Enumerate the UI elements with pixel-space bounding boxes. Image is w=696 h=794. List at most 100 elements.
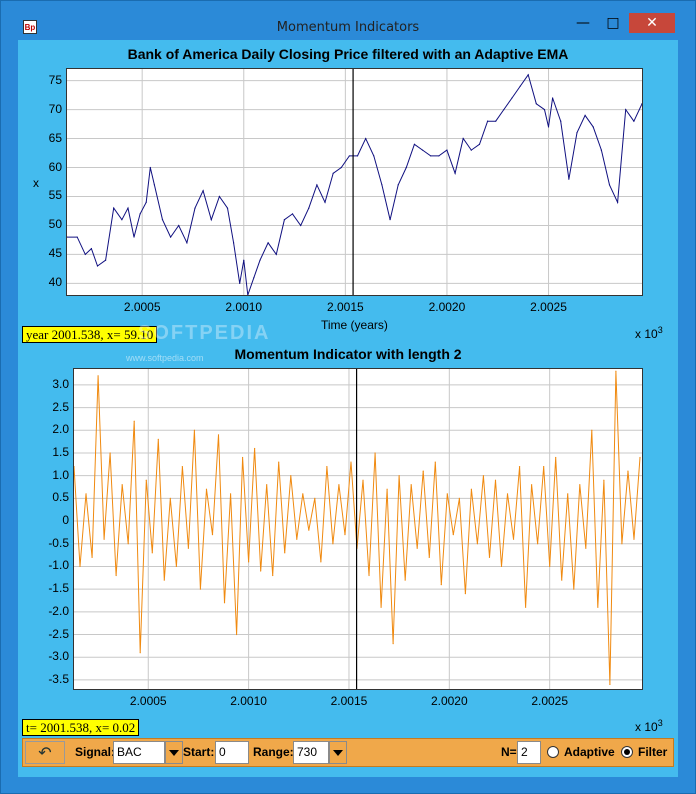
data-point xyxy=(217,434,220,436)
data-point xyxy=(494,479,497,481)
top-chart-ylabel: x xyxy=(33,176,39,190)
y-tick-label: 65 xyxy=(48,130,62,145)
data-point xyxy=(389,219,391,221)
data-point xyxy=(241,456,244,459)
n-label: N= xyxy=(501,745,517,759)
top-chart-title: Bank of America Daily Closing Price filt… xyxy=(127,46,569,62)
data-point xyxy=(302,493,304,495)
data-point xyxy=(139,652,141,654)
data-point xyxy=(115,574,117,577)
app-icon[interactable]: Bp xyxy=(23,20,37,34)
data-point xyxy=(205,488,208,490)
n-input[interactable]: 2 xyxy=(517,741,541,764)
range-label: Range: xyxy=(253,745,294,759)
x-tick-label: 2.0005 xyxy=(123,300,161,314)
client-area: Bank of America Daily Closing Price filt… xyxy=(18,40,678,777)
data-point xyxy=(568,178,570,180)
data-point xyxy=(579,484,581,486)
data-point xyxy=(488,556,491,558)
data-point xyxy=(362,479,364,481)
data-point xyxy=(416,547,418,549)
data-point xyxy=(410,484,412,486)
data-point xyxy=(290,475,292,477)
data-point xyxy=(470,149,472,151)
data-point xyxy=(239,282,241,285)
data-point xyxy=(149,166,151,169)
adaptive-radio[interactable] xyxy=(547,746,559,758)
data-point xyxy=(193,429,196,431)
data-point xyxy=(344,534,346,536)
data-point xyxy=(350,461,352,463)
y-tick-label: -0.5 xyxy=(48,535,69,550)
data-point xyxy=(478,143,481,145)
undo-button[interactable]: ↶ xyxy=(25,741,65,764)
data-point xyxy=(549,565,551,568)
data-point xyxy=(524,606,527,608)
data-point xyxy=(139,213,141,215)
data-point xyxy=(314,497,316,499)
data-point xyxy=(85,493,87,495)
y-tick-label: 75 xyxy=(48,72,62,87)
data-point xyxy=(267,242,269,244)
data-point xyxy=(543,108,546,111)
data-point xyxy=(374,452,376,454)
range-dropdown-arrow-icon[interactable] xyxy=(329,741,347,764)
data-point xyxy=(73,465,75,468)
adaptive-label: Adaptive xyxy=(564,745,615,759)
data-point xyxy=(175,565,177,568)
data-point xyxy=(79,565,81,568)
data-point xyxy=(91,556,93,558)
signal-label: Signal: xyxy=(75,745,116,759)
data-point xyxy=(404,579,406,581)
data-point xyxy=(260,570,262,572)
data-point xyxy=(365,137,367,140)
signal-select[interactable]: BAC xyxy=(113,741,165,764)
x-tick-label: 2.0025 xyxy=(530,300,567,314)
minimize-icon[interactable]: — xyxy=(576,15,590,31)
filter-radio[interactable] xyxy=(621,746,633,758)
data-point xyxy=(421,149,424,151)
data-point xyxy=(254,447,256,450)
data-point xyxy=(422,470,424,472)
data-point xyxy=(592,126,594,128)
data-point xyxy=(454,172,456,174)
data-point xyxy=(266,484,268,486)
title-bar[interactable]: Bp Momentum Indicators — □ ✕ xyxy=(1,1,695,35)
data-point xyxy=(535,103,537,105)
data-point xyxy=(573,588,575,590)
top-chart-plot[interactable] xyxy=(66,68,643,296)
range-select[interactable]: 730 xyxy=(293,741,329,764)
start-input[interactable]: 0 xyxy=(215,741,249,764)
data-point xyxy=(113,207,115,209)
close-icon[interactable]: ✕ xyxy=(629,13,675,33)
data-point xyxy=(639,456,641,459)
data-point xyxy=(356,155,359,157)
data-point xyxy=(178,224,180,227)
data-point xyxy=(512,538,515,540)
bottom-chart-plot[interactable] xyxy=(73,368,643,690)
x-tick-label: 2.0015 xyxy=(330,694,368,708)
undo-arrow-icon: ↶ xyxy=(38,743,52,762)
data-point xyxy=(537,543,539,545)
data-point xyxy=(446,149,448,151)
maximize-icon[interactable]: □ xyxy=(606,15,620,31)
y-tick-label: 45 xyxy=(48,246,62,261)
data-point xyxy=(625,108,627,111)
data-point xyxy=(386,488,388,490)
data-point xyxy=(151,552,153,554)
data-point xyxy=(229,493,232,495)
data-point xyxy=(440,584,442,586)
bottom-cursor-readout: t= 2001.538, x= 0.02 xyxy=(22,719,140,736)
data-point xyxy=(561,579,563,581)
data-point xyxy=(226,207,229,209)
data-point xyxy=(446,493,448,495)
data-point xyxy=(181,465,183,468)
data-point xyxy=(161,219,164,221)
y-tick-label: -2.5 xyxy=(48,626,69,641)
x-tick-label: 2.0005 xyxy=(129,694,167,708)
signal-dropdown-arrow-icon[interactable] xyxy=(165,741,183,764)
data-point xyxy=(218,195,220,198)
data-point xyxy=(476,543,479,545)
data-point xyxy=(348,155,351,157)
data-point xyxy=(452,534,454,536)
